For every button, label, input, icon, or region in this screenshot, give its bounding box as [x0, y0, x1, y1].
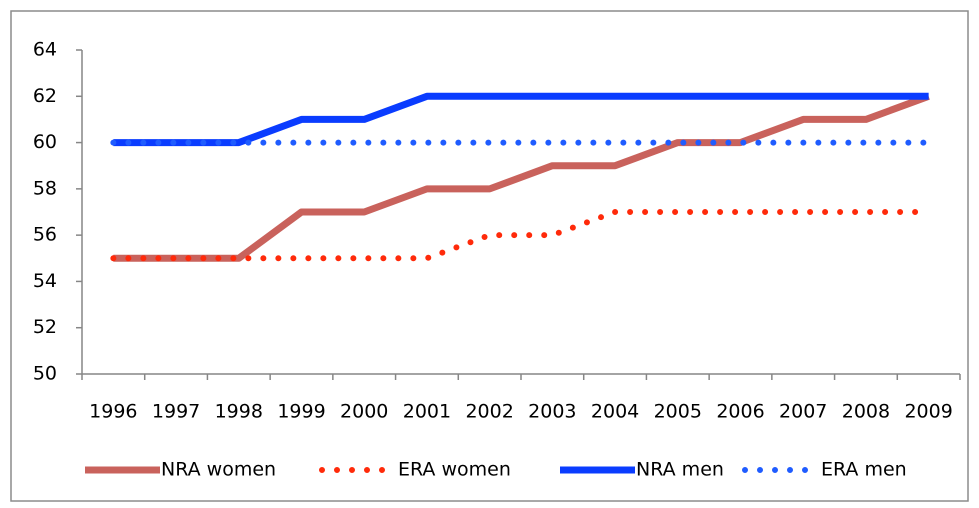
y-tick-label: 54 [33, 270, 57, 292]
legend-label: ERA women [398, 459, 511, 481]
y-tick-label: 56 [33, 224, 57, 246]
x-tick-label: 1996 [89, 401, 137, 423]
series-line [113, 93, 930, 262]
x-tick-label: 1999 [277, 401, 325, 423]
x-tick-label: 2005 [654, 401, 702, 423]
y-tick-label: 50 [33, 363, 57, 385]
x-tick-label: 1997 [152, 401, 200, 423]
legend-label: NRA men [636, 459, 724, 481]
x-tick-label: 2006 [716, 401, 764, 423]
legend-label: ERA men [821, 459, 907, 481]
x-tick-label: 2003 [528, 401, 576, 423]
x-tick-label: 2002 [465, 401, 513, 423]
x-tick-label: 2000 [340, 401, 388, 423]
y-tick-label: 62 [33, 85, 57, 107]
x-tick-label: 2004 [591, 401, 639, 423]
y-tick-label: 64 [33, 39, 57, 61]
x-tick-label: 1998 [215, 401, 263, 423]
y-tick-label: 60 [33, 131, 57, 153]
y-tick-label: 58 [33, 177, 57, 199]
series-line [113, 92, 929, 147]
x-tick-label: 2001 [403, 401, 451, 423]
series-line [110, 209, 932, 262]
y-tick-label: 52 [33, 316, 57, 338]
legend-label: NRA women [161, 459, 276, 481]
x-tick-label: 2007 [779, 401, 827, 423]
x-tick-label: 2008 [842, 401, 890, 423]
x-tick-label: 2009 [904, 401, 952, 423]
